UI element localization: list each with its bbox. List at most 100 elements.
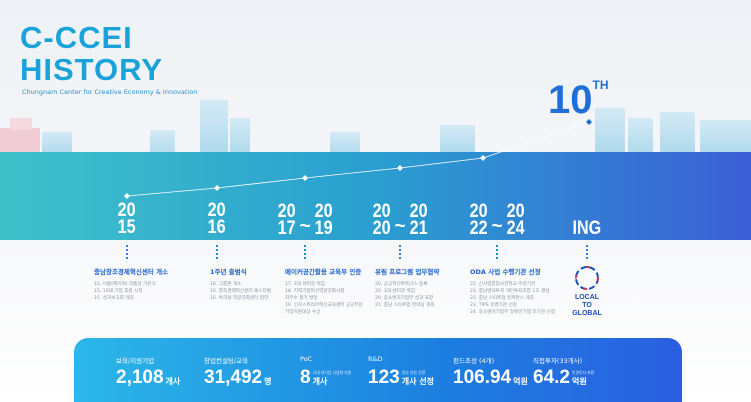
stat-label: 펀드조성 (4개) (453, 357, 495, 365)
stat-unit-group: 억원 (513, 376, 528, 389)
stat-value-row: 123 정부 지원 선정 개사 선정 (368, 367, 434, 389)
connector (399, 245, 403, 259)
year-part: 20 (118, 200, 136, 221)
logo-line: LOCAL (574, 294, 600, 301)
year-label: 20 20 ~20 21 (355, 202, 445, 238)
connector (126, 245, 130, 259)
stat-note: 정부 지원 선정 (401, 370, 426, 375)
connector (586, 245, 590, 259)
year-part: 16 (208, 217, 226, 238)
stat-label: R&D (368, 355, 383, 363)
stat-unit: 개사 (312, 377, 328, 386)
year: 20 22 (469, 201, 488, 239)
stat-label: PoC (300, 355, 313, 363)
stat-unit: 억원 (571, 377, 587, 386)
range-mark: ~ (394, 216, 406, 237)
anniversary-number: 10 (548, 78, 593, 122)
milestone-item: 20. 중소벤처기업부 성과 표창 (375, 296, 434, 301)
stats-bar (74, 338, 682, 402)
stat-unit: 억원 (513, 377, 528, 386)
stat-unit-group: 개사 (166, 376, 181, 389)
range-mark: ~ (491, 216, 503, 237)
milestone-item: 23. 충남벤처투자 개인투자조합 1호 결성 (470, 289, 550, 294)
year-label: 20 15 (97, 200, 157, 238)
year-part: 24 (506, 218, 525, 239)
stat-note: 국내 대기업 사업화 지원 (312, 370, 352, 375)
year-part: 17 (277, 218, 296, 239)
milestone-list: 17. 3대 센터장 취임 18. 지역기업혁신역량강화사업 자부수 평가 발정 19… (285, 281, 363, 316)
milestone-item: 18. 지역기업혁신역량강화사업 (285, 289, 345, 294)
logo-text: LOCAL TO GLOBAL (562, 294, 612, 318)
milestone-item: 24. 중소벤처기업부 장애인기업 조기관 선정 (470, 310, 555, 315)
milestone-item: 16. 특허실 역량강화센터 협약 (210, 296, 269, 301)
year-part: 20 (372, 201, 391, 222)
year-part: 20 (469, 201, 488, 222)
year-part: 19 (314, 218, 333, 239)
subtitle: Chungnam Center for Creative Economy & I… (22, 88, 198, 96)
title-line: HISTORY (20, 52, 164, 87)
stat-unit: 명 (264, 377, 272, 386)
year-part: 20 (208, 200, 226, 221)
milestone-list: 20. 공공혁신파트너스 등록 20. 3대 센터장 취임 20. 중소벤처기업부 … (375, 281, 435, 309)
year: 20 16 (208, 200, 226, 238)
milestone-item: 15. 10대 기업 후원 시작 (94, 289, 143, 294)
stat-value: 8 (300, 367, 311, 388)
year: 20 15 (118, 200, 136, 238)
year-part: 20 (277, 201, 296, 222)
milestone-item: 16. 그룹존 개소 (210, 282, 242, 287)
milestone-title: ODA 사업 수행기관 선정 (470, 268, 541, 276)
connector (216, 245, 220, 259)
milestone-list: 22. 신사업창업사관학교 주관기관 23. 충남벤처투자 개인투자조합 1호 결… (470, 281, 555, 316)
logo-line: TO (582, 302, 592, 309)
milestone-item: 19. 인지스트리머혁신교육센터 공공부문 (285, 303, 363, 308)
year-end: 20 19 (314, 202, 333, 239)
milestone-list: 15. 이룸(메이커) 작품성 가운식 15. 10대 기업 후원 시작 15. 성… (94, 281, 156, 302)
year-label: 20 16 (187, 200, 247, 238)
milestone-list: 16. 그룹존 개소 16. 창조경제혁신센터 페스티벌 16. 특허실 역량강화센… (210, 281, 271, 302)
year-part: 15 (118, 217, 136, 238)
milestone-item: 20. 공공혁신파트너스 등록 (375, 282, 428, 287)
anniversary-suffix: TH (592, 78, 609, 92)
milestone-item: 22. 신사업창업사관학교 주관기관 (470, 282, 536, 287)
milestone-diamonds (124, 119, 592, 199)
title: C-CCEI HISTORY (20, 22, 163, 86)
year: 20 17 (277, 201, 296, 239)
stat-unit-group: 명 (264, 376, 271, 389)
year-part: 22 (469, 218, 488, 239)
milestone-title: 메이커공간활용 교육부 인증 (285, 268, 362, 276)
stat-note: 민관투자 포함 (571, 370, 595, 375)
milestone-item: 21. 충남 스타트업 한마당 개최 (375, 303, 435, 308)
milestone-item: 15. 성과보고회 개최 (94, 296, 134, 301)
milestone-item: 자부수 평가 발정 (285, 296, 318, 301)
logo-ring (575, 266, 599, 290)
year-part: 20 (372, 218, 391, 239)
milestone-title: 유림 프로그램 업무협약 (375, 268, 440, 276)
stat-value: 64.2 (533, 367, 570, 388)
milestone-item: 23. TIPS 운영기관 선정 (470, 303, 517, 308)
stat-value: 2,108 (116, 367, 164, 388)
year-text: ING (572, 218, 602, 239)
year-part: 21 (409, 218, 428, 239)
stat-value: 31,492 (204, 367, 263, 388)
year-label: 20 22 ~20 24 (452, 202, 542, 238)
stat-value-row: 2,108 개사 (116, 367, 180, 389)
title-line: C-CCEI (20, 20, 133, 55)
connector (304, 245, 308, 259)
year-label: ING (557, 202, 617, 239)
year-part: 20 (506, 201, 525, 222)
stat-unit: 개사 선정 (401, 377, 434, 386)
stat-unit: 개사 (165, 377, 181, 386)
range-mark: ~ (299, 216, 311, 237)
year-end: 20 24 (506, 201, 525, 239)
stat-value-row: 31,492 명 (204, 367, 272, 389)
year-label: 20 17 ~20 19 (260, 202, 350, 238)
milestone-title: 충남창조경제혁신센터 개소 (94, 268, 169, 276)
milestone-title: 1주년 출범식 (210, 268, 247, 276)
stat-label: 창업컨설팅/교육 (204, 357, 249, 365)
year-part: 20 (409, 201, 428, 222)
